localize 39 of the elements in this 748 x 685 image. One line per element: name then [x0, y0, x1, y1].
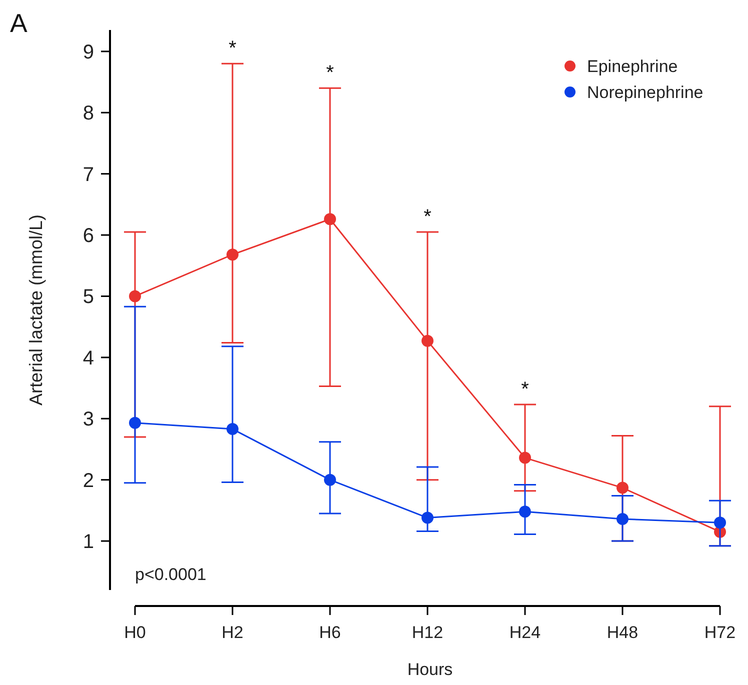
- point: [519, 506, 531, 518]
- point: [519, 452, 531, 464]
- annotation: p<0.0001: [135, 565, 206, 584]
- point: [226, 248, 238, 261]
- point: [422, 512, 434, 524]
- y-tick-label: 2: [82, 470, 94, 492]
- y-tick-label: 1: [82, 531, 94, 554]
- annotation: *: [228, 38, 237, 60]
- y-tick-label: 8: [82, 102, 94, 125]
- x-tick-label: H2: [222, 623, 244, 642]
- x-axis-title: Hours: [407, 660, 453, 679]
- point: [324, 474, 336, 486]
- y-tick-label: 5: [82, 286, 94, 308]
- x-tick-label: H48: [606, 623, 638, 642]
- point: [129, 416, 141, 429]
- annotation: *: [424, 206, 432, 228]
- legend-label: Epinephrine: [587, 56, 678, 76]
- annotation: *: [326, 62, 334, 84]
- annotation: *: [521, 378, 530, 401]
- x-tick-label: H24: [509, 623, 541, 642]
- point: [226, 423, 238, 436]
- y-tick-label: 3: [82, 408, 94, 431]
- point: [714, 516, 726, 529]
- x-tick-label: H12: [412, 623, 444, 642]
- x-tick-label: H6: [319, 623, 341, 642]
- y-tick-label: 9: [82, 41, 94, 64]
- y-tick-label: 6: [82, 225, 94, 248]
- point: [324, 213, 336, 226]
- x-tick-label: H0: [124, 623, 146, 642]
- point: [422, 334, 434, 347]
- x-tick-label: H72: [704, 623, 736, 642]
- point: [129, 290, 141, 302]
- y-axis-title: Arterial lactate (mmol/L): [26, 214, 46, 406]
- legend-label: Norepinephrine: [587, 82, 704, 102]
- y-tick-label: 7: [82, 164, 94, 186]
- y-tick-label: 4: [82, 347, 94, 370]
- point: [616, 482, 628, 494]
- text: A: [10, 8, 28, 38]
- point: [616, 513, 628, 526]
